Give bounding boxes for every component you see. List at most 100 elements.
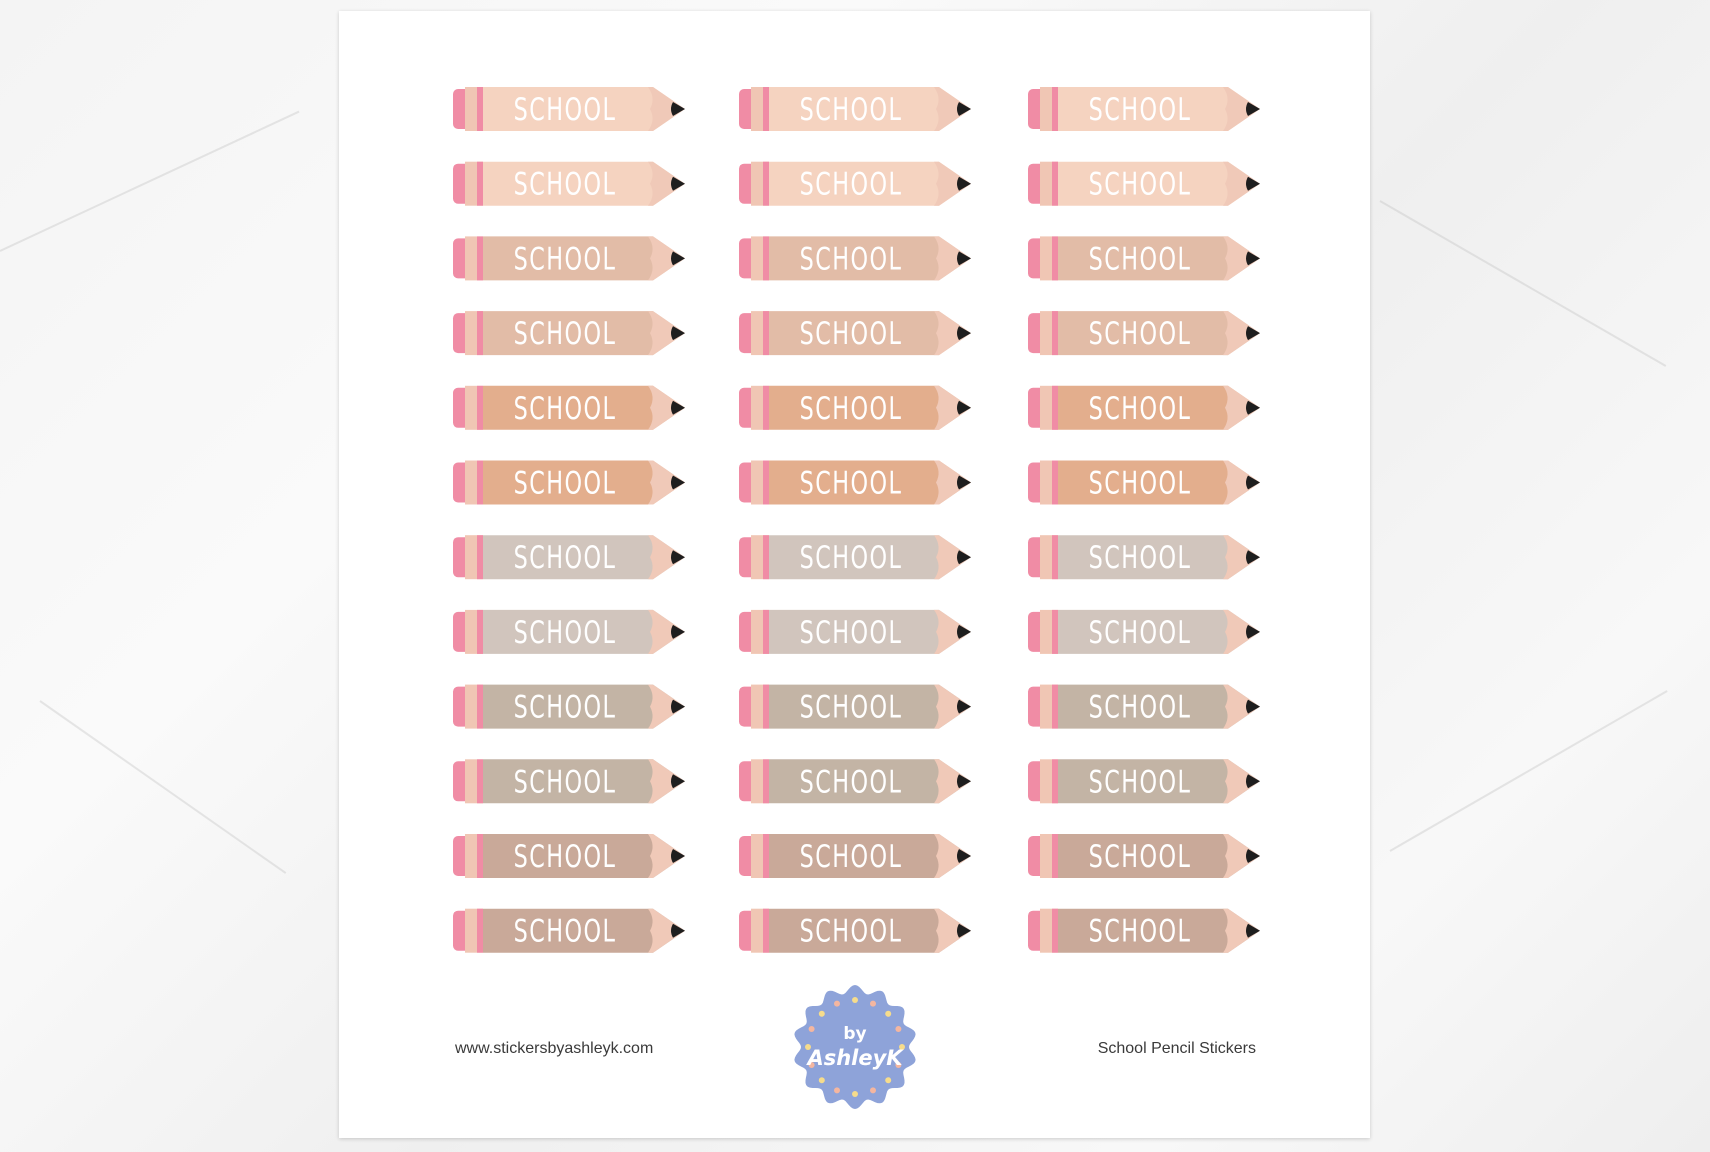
ferrule-band [1052,759,1058,804]
pencil-label: SCHOOL [800,92,903,128]
ferrule-band [763,87,769,131]
pencil-tip [934,759,971,804]
ferrule-band [1052,311,1058,356]
pencil-tip [648,609,685,654]
ferrule-band [477,311,483,356]
pencil-sticker: SCHOOL [453,385,685,430]
pencil-tip [1223,908,1260,953]
ferrule-band [477,684,483,729]
ferrule-band [1052,908,1058,953]
ferrule-band [477,460,483,505]
pencil-lead [671,251,685,266]
pencil-lead [1246,624,1260,639]
ferrule-band [1052,609,1058,654]
pencil-lead [957,400,971,415]
pencil-label: SCHOOL [1089,541,1192,577]
pencil-tip [648,460,685,505]
ferrule-band [763,385,769,430]
ferrule-band [763,236,769,281]
pencil-lead [957,624,971,639]
pencil-tip [934,609,971,654]
pencil-tip [934,385,971,430]
pencil-body [1058,908,1260,953]
pencil-lead [1246,475,1260,490]
pencil-sticker: SCHOOL [1028,908,1260,953]
pencil-tip [648,834,685,878]
pencil-label: SCHOOL [514,466,617,502]
pencil-body [483,385,685,430]
pencil-label: SCHOOL [800,765,903,801]
pencil-label: SCHOOL [1089,615,1192,651]
ferrule-band [1052,684,1058,729]
pencil-sticker: SCHOOL [739,87,971,131]
ferrule-band [763,908,769,953]
pencil-sticker: SCHOOL [1028,684,1260,729]
pencil-tip [648,311,685,356]
pencil-body [1058,609,1260,654]
pencil-body [483,535,685,580]
pencil-sticker: SCHOOL [453,535,685,580]
pencil-sticker: SCHOOL [453,87,685,131]
pencil-label: SCHOOL [514,242,617,278]
heart-icon [834,1000,840,1007]
pencil-lead [671,923,685,938]
pencil-tip [934,161,971,206]
pencil-lead [957,251,971,266]
pencil-label: SCHOOL [800,541,903,577]
ferrule-band [763,161,769,206]
pencil-tip [648,236,685,281]
pencil-tip [934,684,971,729]
pencil-label: SCHOOL [514,391,617,427]
ferrule-band [763,311,769,356]
pencil-body [483,161,685,206]
pencil-lead [671,849,685,863]
pencil-tip [648,684,685,729]
pencil-body [483,236,685,281]
pencil-sticker: SCHOOL [453,236,685,281]
pencil-body [769,87,971,131]
pencil-lead [1246,326,1260,341]
pencil-lead [957,550,971,565]
heart-icon [834,1087,840,1094]
pencil-label: SCHOOL [514,690,617,726]
pencil-body [769,311,971,356]
pencil-tip [934,834,971,878]
pencil-label: SCHOOL [1089,690,1192,726]
logo-name: AshleyK [805,1046,904,1070]
pencil-label: SCHOOL [800,317,903,353]
ferrule-band [477,609,483,654]
pencil-label: SCHOOL [800,391,903,427]
ferrule-band [763,609,769,654]
pencil-sticker: SCHOOL [739,609,971,654]
pencil-body [1058,460,1260,505]
pencil-tip [648,161,685,206]
pencil-tip [1223,460,1260,505]
pencil-tip [934,535,971,580]
pencil-body [483,834,685,878]
pencil-body [1058,87,1260,131]
pencil-tip [934,460,971,505]
pencil-label: SCHOOL [514,615,617,651]
pencil-label: SCHOOL [1089,167,1192,203]
pencil-label: SCHOOL [800,242,903,278]
pencil-lead [1246,550,1260,565]
pencil-label: SCHOOL [1089,765,1192,801]
pencil-body [483,684,685,729]
pencil-label: SCHOOL [514,765,617,801]
pencil-body [1058,161,1260,206]
pencil-sticker: SCHOOL [1028,834,1260,878]
pencil-lead [957,326,971,341]
heart-icon [895,1026,902,1032]
logo-badge [794,985,916,1109]
pencil-tip [648,759,685,804]
pencil-sticker: SCHOOL [453,609,685,654]
pencil-lead [957,176,971,191]
pencil-label: SCHOOL [1089,242,1192,278]
pencil-sticker: SCHOOL [1028,236,1260,281]
heart-icon [805,1044,811,1050]
ferrule-band [1052,385,1058,430]
pencil-lead [671,774,685,789]
pencil-sticker: SCHOOL [453,908,685,953]
pencil-body [1058,385,1260,430]
